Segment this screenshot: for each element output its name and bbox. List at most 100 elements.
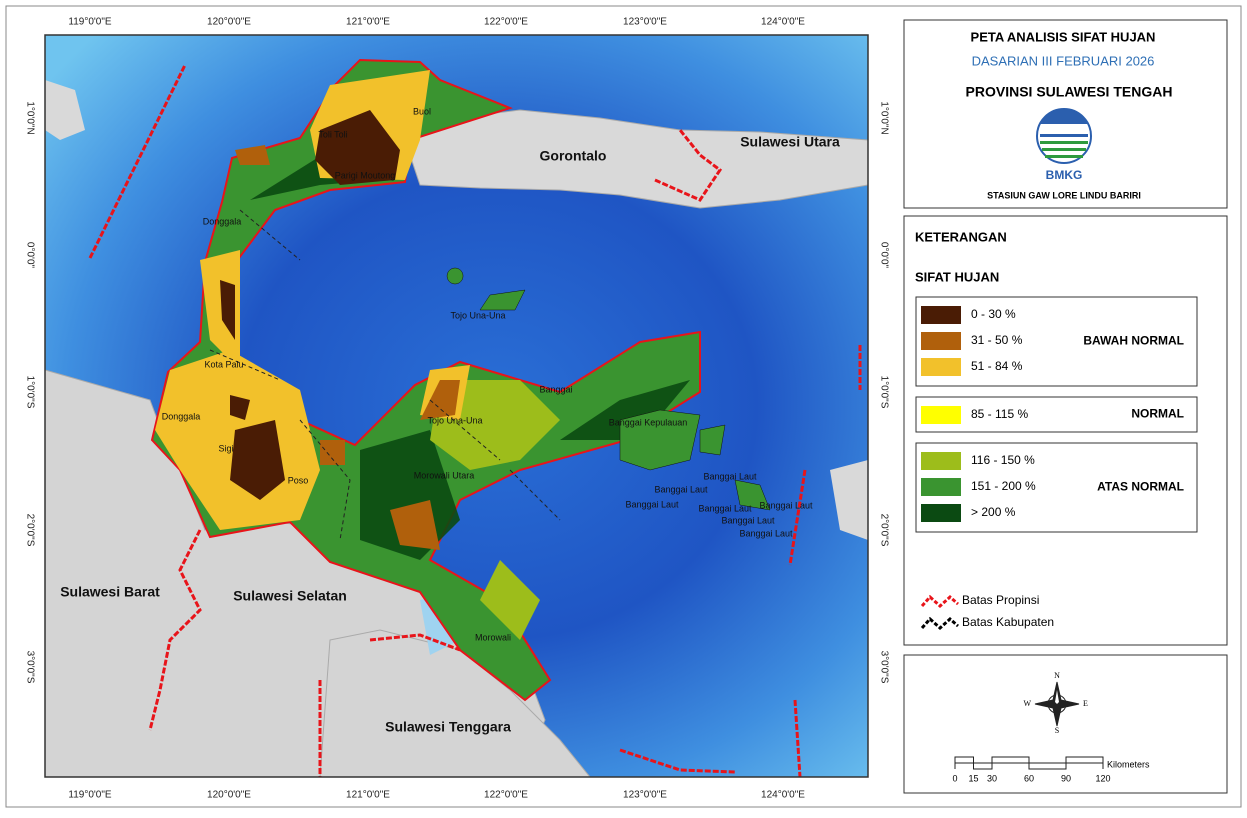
period: DASARIAN III FEBRUARI 2026: [972, 53, 1155, 68]
scale-unit: Kilometers: [1107, 759, 1150, 769]
scale-label: 90: [1061, 773, 1071, 783]
legend-group-box: [915, 396, 1198, 433]
scale-label: 120: [1095, 773, 1110, 783]
lon-label: 124°0'0"E: [761, 17, 805, 28]
land-east: [830, 460, 868, 540]
wet-zone: [250, 150, 690, 560]
legend-label: 0 - 30 %: [971, 307, 1016, 321]
lat-label: 1°0'0"N: [24, 101, 35, 134]
lat-label: 0°0'0": [24, 242, 35, 269]
lat-label: 1°0'0"S: [878, 376, 889, 409]
region-label: Sulawesi Barat: [60, 584, 160, 600]
region-label: Sulawesi Tenggara: [385, 719, 511, 735]
lat-label: 1°0'0"N: [878, 101, 889, 134]
land-island: [45, 80, 85, 140]
place-label: Donggala: [203, 216, 242, 226]
place-label: Kota Palu: [204, 359, 243, 369]
lon-label: 123°0'0"E: [623, 17, 667, 28]
lat-label: 3°0'0"S: [878, 651, 889, 684]
compass-rose: [1034, 681, 1080, 727]
place-label: Tojo Una-Una: [450, 310, 505, 320]
province: [150, 58, 701, 702]
lon-label: 124°0'0"E: [761, 790, 805, 801]
land-north: [399, 109, 868, 209]
legend: 0 - 30 % 31 - 50 % 51 - 84 % BAWAH NORMAL 85…: [915, 296, 1198, 631]
lon-label: 122°0'0"E: [484, 17, 528, 28]
place-label: Banggai: [539, 384, 572, 394]
region: PROVINSI SULAWESI TENGAH: [966, 84, 1173, 100]
scale-bar: 0 15 30 60 90 120: [952, 756, 1111, 783]
compass-panel: [903, 654, 1228, 794]
place-label: Morowali Utara: [414, 470, 475, 480]
legend-label: 51 - 84 %: [971, 359, 1023, 373]
legend-title: KETERANGAN: [915, 229, 1007, 244]
place-label: Banggai Laut: [625, 499, 679, 509]
place-label: Poso: [288, 475, 309, 485]
legend-swatch: [921, 358, 961, 376]
place-label: Banggai Laut: [739, 528, 793, 538]
compass-n: N: [1054, 671, 1060, 680]
place-label: Buol: [413, 106, 431, 116]
lat-label: 2°0'0"S: [878, 514, 889, 547]
lon-label: 121°0'0"E: [346, 790, 390, 801]
place-label: Banggai Laut: [721, 515, 775, 525]
legend-group-box: [915, 296, 1198, 387]
labels: 119°0'0"E 119°0'0"E 120°0'0"E 120°0'0"E 121°…: [24, 17, 889, 801]
title: PETA ANALISIS SIFAT HUJAN: [971, 29, 1156, 44]
place-label: Banggai Laut: [703, 471, 757, 481]
region-label: Sulawesi Selatan: [233, 588, 347, 604]
compass-e: E: [1083, 699, 1088, 708]
legend-swatch: [921, 306, 961, 324]
lat-label: 3°0'0"S: [24, 651, 35, 684]
very-dry-zone: [220, 110, 400, 500]
region-label: Sulawesi Utara: [740, 134, 840, 150]
legend-label: Batas Kabupaten: [962, 615, 1054, 629]
lat-label: 0°0'0": [878, 242, 889, 269]
legend-group-box: [915, 442, 1198, 533]
legend-swatch: [921, 452, 961, 470]
place-label: Banggai Laut: [698, 503, 752, 513]
legend-label: Batas Propinsi: [962, 593, 1039, 607]
compass-s: S: [1055, 726, 1059, 735]
scale-label: 15: [968, 773, 978, 783]
lon-label: 123°0'0"E: [623, 790, 667, 801]
legend-line: [920, 594, 959, 609]
station: STASIUN GAW LORE LINDU BARIRI: [987, 190, 1141, 200]
map-frame: [44, 34, 869, 778]
province-boundary: [88, 64, 862, 777]
land-southeast: [319, 629, 591, 777]
lat-label: 1°0'0"S: [24, 376, 35, 409]
place-label: Sigi: [218, 443, 233, 453]
place-label: Donggala: [162, 411, 201, 421]
place-label: Morowali: [475, 632, 511, 642]
scale-label: 0: [952, 773, 957, 783]
legend-swatch: [921, 332, 961, 350]
legend-label: 31 - 50 %: [971, 333, 1023, 347]
legend-subtitle: SIFAT HUJAN: [915, 269, 999, 284]
lon-label: 122°0'0"E: [484, 790, 528, 801]
legend-swatch: [921, 478, 961, 496]
legend-label: > 200 %: [971, 505, 1016, 519]
scale-label: 60: [1024, 773, 1034, 783]
place-label: Toli Toli: [318, 129, 347, 139]
legend-swatch: [921, 504, 961, 522]
place-label: Banggai Laut: [654, 484, 708, 494]
place-label: Banggai Laut: [759, 500, 813, 510]
place-label: Parigi Moutong: [335, 170, 396, 180]
legend-panel: [903, 215, 1228, 646]
legend-line: [920, 616, 959, 631]
lon-label: 120°0'0"E: [207, 790, 251, 801]
legend-swatch: [921, 406, 961, 424]
moist-zone: [430, 380, 560, 640]
map: [45, 35, 868, 777]
place-label: Tojo Una-Una: [427, 415, 482, 425]
legend-label: 116 - 150 %: [971, 453, 1035, 467]
logo-text: BMKG: [1046, 168, 1083, 182]
place-label: Banggai Kepulauan: [609, 417, 688, 427]
legend-group-label: BAWAH NORMAL: [1083, 334, 1184, 348]
region-label: Gorontalo: [540, 148, 607, 164]
lon-label: 119°0'0"E: [68, 790, 112, 801]
lat-label: 2°0'0"S: [24, 514, 35, 547]
legend-label: 151 - 200 %: [971, 479, 1036, 493]
